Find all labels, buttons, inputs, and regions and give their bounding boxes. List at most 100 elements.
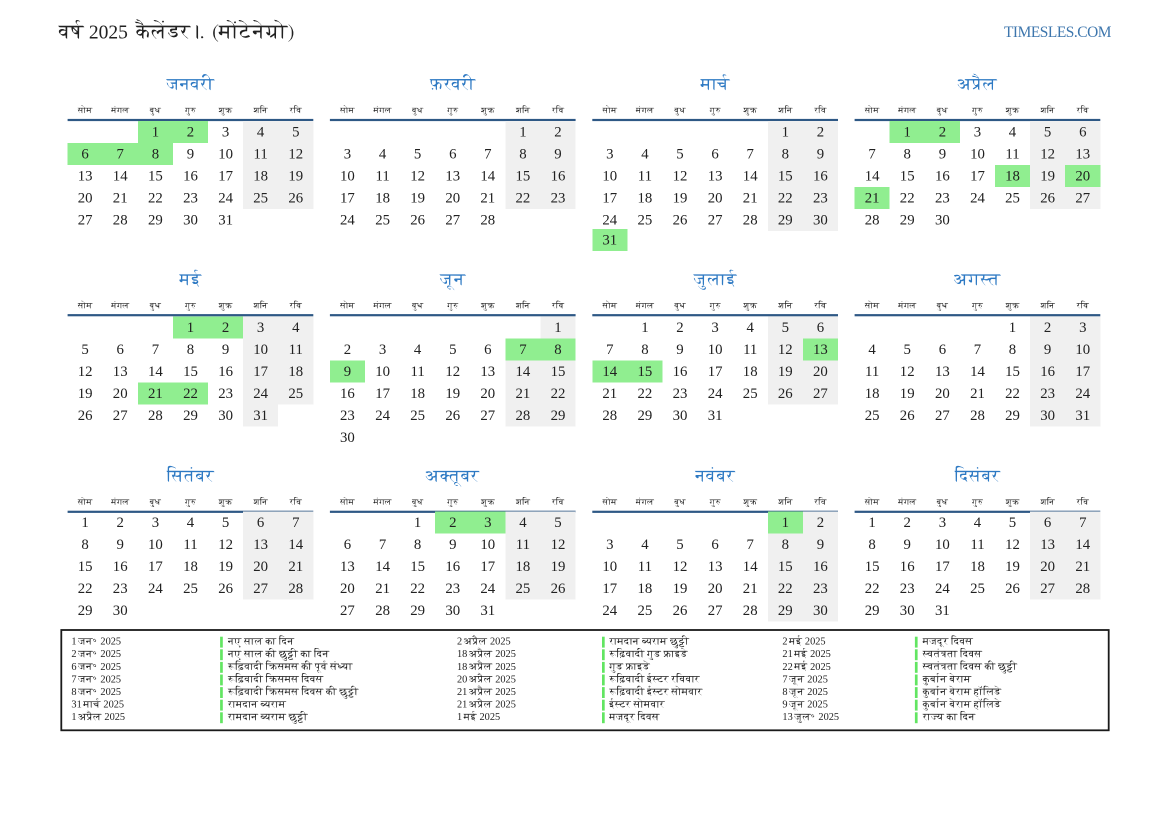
svg-text:29: 29 xyxy=(865,603,880,619)
svg-text:18: 18 xyxy=(375,191,390,207)
svg-text:22: 22 xyxy=(148,191,163,207)
svg-text:6: 6 xyxy=(257,515,264,531)
svg-text:25: 25 xyxy=(375,213,390,229)
svg-text:13: 13 xyxy=(1075,147,1090,163)
svg-text:21: 21 xyxy=(743,581,758,597)
svg-text:28: 28 xyxy=(865,213,880,229)
svg-text:18: 18 xyxy=(970,559,985,575)
svg-text:27: 27 xyxy=(480,408,495,424)
svg-text:18: 18 xyxy=(743,364,758,380)
svg-text:25: 25 xyxy=(638,603,653,619)
svg-text:19: 19 xyxy=(673,581,688,597)
svg-text:19: 19 xyxy=(900,386,915,402)
svg-text:20: 20 xyxy=(1040,559,1055,575)
svg-text:13: 13 xyxy=(708,169,723,185)
svg-text:11: 11 xyxy=(1005,147,1019,163)
svg-text:11: 11 xyxy=(743,342,757,358)
svg-text:3: 3 xyxy=(939,515,946,531)
svg-text:27: 27 xyxy=(340,603,355,619)
svg-text:30: 30 xyxy=(935,213,950,229)
svg-text:25: 25 xyxy=(1005,191,1020,207)
svg-text:5: 5 xyxy=(414,147,421,163)
svg-text:30: 30 xyxy=(340,430,355,446)
svg-text:31: 31 xyxy=(708,408,723,424)
svg-text:19: 19 xyxy=(288,169,303,185)
svg-text:11: 11 xyxy=(289,342,303,358)
svg-text:18: 18 xyxy=(457,649,467,660)
svg-text:22: 22 xyxy=(638,386,653,402)
svg-text:5: 5 xyxy=(222,515,229,531)
svg-text:29: 29 xyxy=(183,408,198,424)
svg-text:9: 9 xyxy=(782,700,787,711)
svg-text:4: 4 xyxy=(974,515,982,531)
svg-text:15: 15 xyxy=(1005,364,1020,380)
svg-text:14: 14 xyxy=(375,559,390,575)
svg-text:2025: 2025 xyxy=(495,649,516,660)
svg-text:15: 15 xyxy=(148,169,163,185)
svg-text:6: 6 xyxy=(81,147,88,163)
svg-text:24: 24 xyxy=(708,386,723,402)
svg-text:16: 16 xyxy=(551,169,566,185)
svg-text:4: 4 xyxy=(257,125,265,141)
svg-text:6: 6 xyxy=(939,342,946,358)
svg-text:19: 19 xyxy=(410,191,425,207)
svg-text:20: 20 xyxy=(813,364,828,380)
svg-text:17: 17 xyxy=(602,191,617,207)
svg-text:18: 18 xyxy=(410,386,425,402)
svg-text:9: 9 xyxy=(449,537,456,553)
svg-text:18: 18 xyxy=(457,662,467,673)
svg-text:27: 27 xyxy=(935,408,950,424)
svg-text:4: 4 xyxy=(868,342,876,358)
svg-text:6: 6 xyxy=(344,537,351,553)
svg-text:19: 19 xyxy=(78,386,93,402)
svg-text:14: 14 xyxy=(743,559,758,575)
svg-text:11: 11 xyxy=(253,147,267,163)
svg-text:2025: 2025 xyxy=(495,687,516,698)
svg-text:10: 10 xyxy=(218,147,233,163)
svg-text:9: 9 xyxy=(187,147,194,163)
svg-text:10: 10 xyxy=(253,342,268,358)
svg-text:20: 20 xyxy=(445,191,460,207)
svg-text:23: 23 xyxy=(813,191,828,207)
svg-text:12: 12 xyxy=(900,364,915,380)
svg-text:2025: 2025 xyxy=(490,637,511,648)
svg-text:2025: 2025 xyxy=(807,674,828,685)
svg-text:16: 16 xyxy=(218,364,233,380)
svg-text:8: 8 xyxy=(187,342,194,358)
svg-text:24: 24 xyxy=(375,408,390,424)
svg-text:6: 6 xyxy=(711,147,718,163)
svg-text:16: 16 xyxy=(340,386,355,402)
svg-text:16: 16 xyxy=(183,169,198,185)
svg-text:21: 21 xyxy=(480,191,495,207)
svg-text:12: 12 xyxy=(78,364,93,380)
svg-text:23: 23 xyxy=(551,191,566,207)
svg-text:10: 10 xyxy=(148,537,163,553)
svg-text:28: 28 xyxy=(743,603,758,619)
svg-text:11: 11 xyxy=(375,169,389,185)
svg-text:28: 28 xyxy=(375,603,390,619)
svg-text:26: 26 xyxy=(673,603,688,619)
svg-text:TIMESLES.COM: TIMESLES.COM xyxy=(1004,24,1112,41)
svg-text:9: 9 xyxy=(817,537,824,553)
svg-text:2: 2 xyxy=(71,649,76,660)
svg-text:12: 12 xyxy=(288,147,303,163)
svg-text:27: 27 xyxy=(1040,581,1055,597)
svg-text:2: 2 xyxy=(116,515,123,531)
svg-text:17: 17 xyxy=(1075,364,1090,380)
svg-text:19: 19 xyxy=(218,559,233,575)
svg-text:2: 2 xyxy=(782,637,787,648)
svg-text:16: 16 xyxy=(113,559,128,575)
svg-text:27: 27 xyxy=(113,408,128,424)
svg-text:21: 21 xyxy=(288,559,303,575)
svg-text:2025: 2025 xyxy=(100,662,121,673)
svg-text:15: 15 xyxy=(410,559,425,575)
svg-text:26: 26 xyxy=(78,408,93,424)
svg-text:13: 13 xyxy=(480,364,495,380)
svg-text:31: 31 xyxy=(71,700,81,711)
svg-text:22: 22 xyxy=(778,581,793,597)
svg-text:29: 29 xyxy=(551,408,566,424)
svg-text:11: 11 xyxy=(865,364,879,380)
svg-text:18: 18 xyxy=(253,169,268,185)
svg-text:2: 2 xyxy=(187,125,194,141)
svg-text:1: 1 xyxy=(782,125,789,141)
